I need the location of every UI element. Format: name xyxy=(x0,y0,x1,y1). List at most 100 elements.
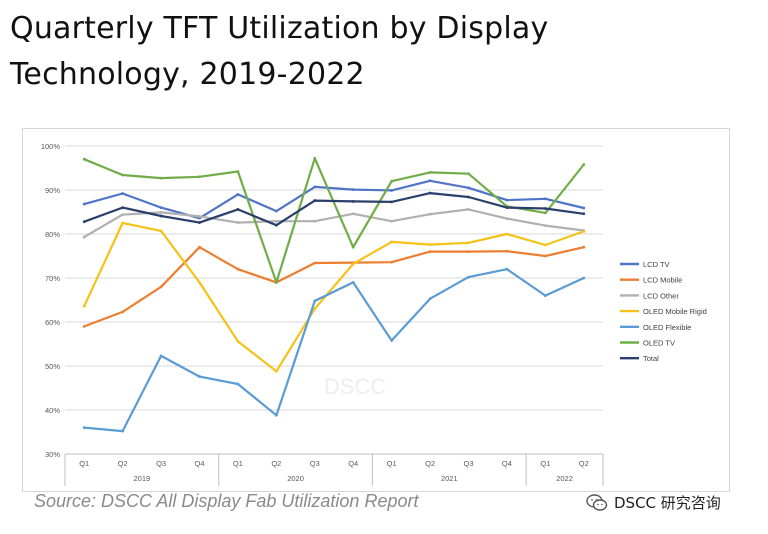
data-point xyxy=(505,198,509,202)
data-point xyxy=(582,206,586,210)
data-point xyxy=(428,243,432,246)
x-tick-label: Q3 xyxy=(310,459,320,468)
data-point xyxy=(505,249,509,253)
data-point xyxy=(543,197,547,201)
data-point xyxy=(582,276,586,280)
data-point xyxy=(198,175,201,179)
legend: LCD TV LCD Mobile LCD Other OLED Mobile Rig… xyxy=(620,260,707,363)
data-point xyxy=(467,186,470,190)
data-point xyxy=(198,245,201,249)
data-point xyxy=(236,339,240,343)
data-point xyxy=(82,220,86,224)
data-point xyxy=(159,214,163,218)
data-point xyxy=(121,213,125,217)
y-tick-label: 70% xyxy=(45,274,60,283)
data-point xyxy=(82,325,86,328)
data-point xyxy=(467,275,470,279)
data-point xyxy=(274,223,278,227)
wechat-icon xyxy=(586,493,608,513)
y-tick-label: 40% xyxy=(45,406,60,415)
data-point xyxy=(313,261,317,265)
x-tick-label: Q1 xyxy=(387,459,397,468)
x-tick-label: Q1 xyxy=(79,459,89,468)
data-point xyxy=(390,219,394,223)
data-point xyxy=(121,192,125,195)
data-point xyxy=(428,171,432,174)
series-line-oled-flexible xyxy=(83,268,585,433)
data-point xyxy=(505,206,509,209)
line-chart: DSCC 30% 40% 50% 60% 70% 80% 90% 100% Q1 Q2 Q3 Q4 Q1… xyxy=(41,142,707,486)
data-point xyxy=(428,179,432,183)
source-note: Source: DSCC All Display Fab Utilization… xyxy=(34,491,419,511)
x-tick-label: Q2 xyxy=(118,459,128,468)
data-point xyxy=(198,221,201,224)
data-point xyxy=(351,188,355,191)
legend-label: OLED Mobile Rigid xyxy=(643,307,707,316)
data-point xyxy=(390,200,394,204)
x-tick-label: Q2 xyxy=(579,459,589,468)
data-point xyxy=(198,281,201,284)
data-point xyxy=(274,219,278,223)
data-point xyxy=(543,224,547,228)
data-point xyxy=(159,229,163,233)
data-point xyxy=(159,206,163,209)
data-point xyxy=(467,241,470,245)
data-point xyxy=(159,211,163,214)
year-label: 2022 xyxy=(556,474,573,483)
data-point xyxy=(351,212,355,216)
data-point xyxy=(159,285,163,289)
data-point xyxy=(274,369,278,373)
data-point xyxy=(82,157,86,161)
data-point xyxy=(543,211,547,215)
x-tick-label: Q3 xyxy=(463,459,473,468)
x-tick-label: Q1 xyxy=(233,459,243,468)
data-point xyxy=(543,207,547,210)
x-tick-label: Q2 xyxy=(425,459,435,468)
data-point xyxy=(582,229,586,233)
data-point xyxy=(313,299,317,303)
data-point xyxy=(390,179,394,183)
series-line-total xyxy=(83,191,585,227)
y-tick-label: 50% xyxy=(45,362,60,371)
data-point xyxy=(351,245,355,249)
x-tick-label: Q4 xyxy=(348,459,358,468)
legend-label: Total xyxy=(643,354,659,363)
gridlines xyxy=(65,145,603,455)
data-point xyxy=(428,191,432,195)
watermark: DSCC xyxy=(324,374,386,399)
data-point xyxy=(274,209,278,213)
y-tick-label: 100% xyxy=(41,142,61,151)
data-point xyxy=(351,281,355,284)
data-point xyxy=(543,294,547,297)
y-tick-label: 60% xyxy=(45,318,60,327)
data-point xyxy=(198,375,201,378)
data-point xyxy=(390,260,394,264)
data-point xyxy=(121,310,125,314)
data-point xyxy=(467,207,470,211)
chart-panel: DSCC 30% 40% 50% 60% 70% 80% 90% 100% Q1 Q2 Q3 Q4 Q1… xyxy=(22,128,730,492)
x-tick-label: Q4 xyxy=(194,459,204,468)
data-point xyxy=(236,170,240,173)
data-point xyxy=(543,254,547,258)
data-point xyxy=(351,262,355,266)
data-point xyxy=(582,212,586,216)
data-point xyxy=(582,163,586,166)
data-point xyxy=(313,156,317,160)
data-point xyxy=(236,221,240,224)
brand-text: DSCC 研究咨询 xyxy=(614,494,721,512)
series-line-lcd-mobile xyxy=(83,246,585,328)
series-line-oled-mobile-rigid xyxy=(83,221,585,373)
data-point xyxy=(543,243,547,247)
data-point xyxy=(505,267,509,271)
data-point xyxy=(428,297,432,301)
series-line-lcd-tv xyxy=(83,179,585,220)
y-tick-label: 90% xyxy=(45,186,60,195)
data-point xyxy=(82,235,86,239)
x-tick-label: Q2 xyxy=(271,459,281,468)
data-point xyxy=(313,185,317,189)
x-tick-label: Q3 xyxy=(156,459,166,468)
data-point xyxy=(236,382,240,386)
x-tick-label: Q1 xyxy=(540,459,550,468)
year-label: 2020 xyxy=(287,474,304,483)
y-tick-label: 80% xyxy=(45,230,60,239)
